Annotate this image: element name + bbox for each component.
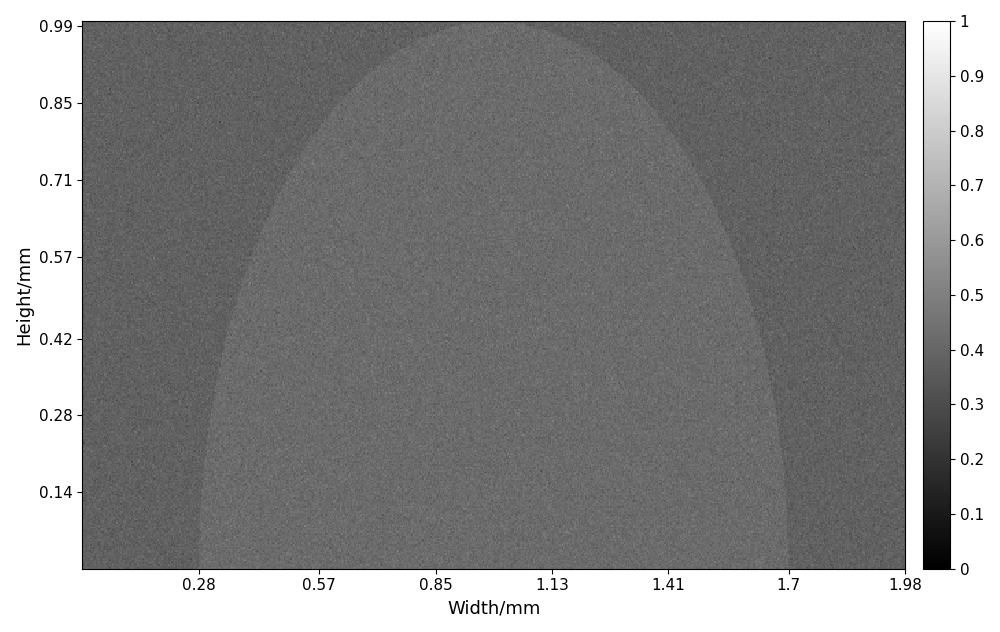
- Y-axis label: Height/mm: Height/mm: [15, 245, 33, 345]
- X-axis label: Width/mm: Width/mm: [447, 599, 540, 617]
